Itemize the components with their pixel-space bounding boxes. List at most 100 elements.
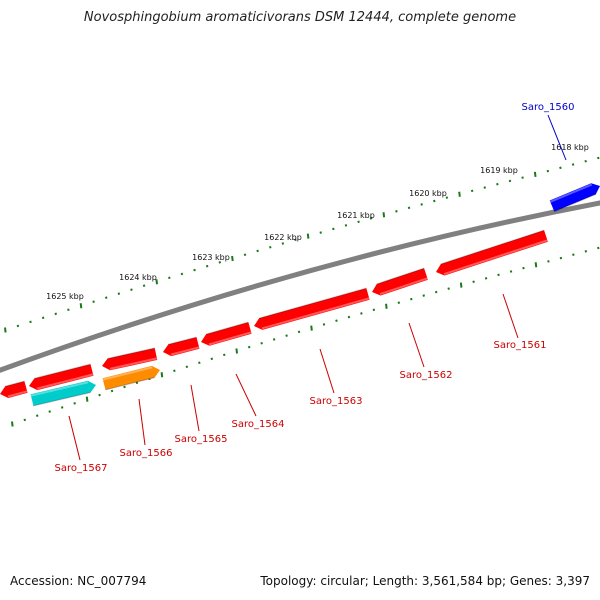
- inner-scale-minor-tick: [210, 357, 214, 361]
- gene-label-saro_1562[interactable]: Saro_1562: [400, 370, 453, 381]
- inner-scale-minor-tick: [247, 345, 251, 349]
- inner-scale-minor-tick: [48, 410, 51, 413]
- inner-scale-minor-tick: [522, 266, 525, 270]
- gene-label-saro_1567[interactable]: Saro_1567: [55, 463, 108, 474]
- gene-label-saro_1560[interactable]: Saro_1560: [522, 102, 575, 113]
- gene-label-saro_1563[interactable]: Saro_1563: [310, 396, 363, 407]
- gene-feature-saro_1560[interactable]: [549, 183, 600, 213]
- inner-scale-minor-tick: [185, 365, 189, 369]
- inner-scale-major-tick: [11, 421, 14, 427]
- gene-label-saro_1561[interactable]: Saro_1561: [494, 340, 547, 351]
- scale-label: 1620 kbp: [409, 189, 447, 198]
- outer-scale-minor-tick: [445, 196, 449, 199]
- outer-scale-minor-tick: [41, 316, 45, 320]
- leader-line: [408, 322, 425, 368]
- inner-scale-minor-tick: [23, 418, 27, 422]
- leader-line: [235, 373, 257, 417]
- outer-scale-track: [4, 156, 600, 333]
- outer-scale-minor-tick: [294, 238, 297, 242]
- outer-scale-minor-tick: [104, 296, 108, 299]
- outer-scale-minor-tick: [168, 276, 171, 280]
- scale-label: 1618 kbp: [551, 143, 589, 152]
- inner-scale-minor-tick: [484, 277, 488, 280]
- outer-scale-major-tick: [306, 233, 310, 239]
- inner-scale-major-tick: [459, 282, 463, 288]
- outer-scale-major-tick: [382, 212, 386, 218]
- outer-scale-minor-tick: [597, 156, 600, 160]
- gene-label-saro_1565[interactable]: Saro_1565: [175, 434, 228, 445]
- inner-scale-minor-tick: [597, 246, 600, 250]
- outer-scale-minor-tick: [521, 176, 524, 179]
- leader-line: [547, 114, 567, 161]
- gene-feature-unlabeled[interactable]: [29, 363, 94, 391]
- leader-line: [502, 293, 519, 339]
- inner-scale-major-tick: [385, 303, 388, 309]
- inner-scale-minor-tick: [559, 256, 563, 260]
- inner-scale-minor-tick: [35, 414, 39, 417]
- outer-scale-minor-tick: [559, 166, 562, 170]
- outer-scale-major-tick: [4, 327, 7, 333]
- inner-scale-minor-tick: [497, 273, 500, 277]
- outer-scale-minor-tick: [496, 182, 499, 186]
- gene-label-saro_1566[interactable]: Saro_1566: [120, 448, 173, 459]
- outer-scale-minor-tick: [546, 169, 550, 173]
- inner-scale-minor-tick: [98, 393, 101, 397]
- outer-scale-minor-tick: [281, 242, 285, 245]
- gene-feature-saro_1566[interactable]: [102, 365, 161, 391]
- outer-scale-minor-tick: [470, 189, 474, 193]
- inner-scale-major-tick: [85, 396, 89, 402]
- inner-scale-minor-tick: [60, 406, 64, 409]
- outer-scale-minor-tick: [130, 288, 133, 291]
- inner-scale-minor-tick: [584, 250, 588, 253]
- inner-scale-minor-tick: [547, 260, 550, 263]
- gene-feature-saro_1563[interactable]: [254, 287, 370, 330]
- inner-scale-track: [11, 246, 600, 427]
- outer-scale-minor-tick: [369, 216, 373, 220]
- gene-feature-saro_1562[interactable]: [372, 267, 428, 296]
- gene-feature-unlabeled[interactable]: [102, 347, 158, 371]
- leader-line: [68, 415, 81, 461]
- outer-scale-minor-tick: [117, 292, 121, 295]
- leader-line: [138, 398, 146, 446]
- inner-scale-minor-tick: [135, 381, 139, 385]
- outer-scale-minor-tick: [319, 231, 322, 234]
- outer-scale-minor-tick: [54, 312, 58, 316]
- inner-scale-minor-tick: [285, 334, 288, 337]
- inner-scale-minor-tick: [73, 402, 76, 405]
- outer-scale-minor-tick: [344, 224, 348, 227]
- outer-scale-minor-tick: [420, 203, 423, 206]
- outer-scale-minor-tick: [395, 210, 398, 213]
- gene-feature-saro_1567[interactable]: [30, 380, 97, 407]
- scale-label: 1621 kbp: [337, 211, 375, 220]
- topology-text: Topology: circular; Length: 3,561,584 bp…: [260, 574, 590, 588]
- scale-label: 1624 kbp: [119, 273, 157, 282]
- scale-labels: 1618 kbp 1619 kbp 1620 kbp 1621 kbp 1622 kbp…: [46, 143, 589, 301]
- gene-feature-unlabeled[interactable]: [0, 380, 28, 398]
- inner-scale-minor-tick: [335, 319, 338, 323]
- gene-feature-saro_1565[interactable]: [163, 336, 200, 357]
- inner-scale-minor-tick: [123, 385, 126, 389]
- outer-scale-major-tick: [533, 171, 537, 177]
- gene-feature-saro_1564[interactable]: [201, 321, 252, 346]
- outer-scale-minor-tick: [483, 186, 487, 189]
- inner-scale-minor-tick: [173, 369, 176, 373]
- inner-scale-minor-tick: [297, 330, 301, 334]
- gene-label-saro_1564[interactable]: Saro_1564: [232, 419, 285, 430]
- leader-line: [319, 348, 335, 394]
- scale-label: 1623 kbp: [192, 253, 230, 262]
- map-title: Novosphingobium aromaticivorans DSM 1244…: [83, 10, 517, 25]
- outer-scale-minor-tick: [508, 179, 512, 183]
- outer-scale-minor-tick: [433, 199, 436, 203]
- inner-scale-minor-tick: [260, 341, 263, 345]
- outer-scale-minor-tick: [142, 284, 146, 288]
- inner-scale-minor-tick: [422, 294, 426, 297]
- leader-line: [190, 384, 200, 432]
- outer-scale-minor-tick: [193, 268, 196, 272]
- gene-labels: Saro_1560 Saro_1561 Saro_1562 Saro_1563 Saro…: [55, 102, 575, 474]
- gene-feature-saro_1561[interactable]: [436, 229, 548, 276]
- inner-scale-minor-tick: [434, 290, 438, 294]
- outer-scale-minor-tick: [180, 272, 184, 276]
- inner-scale-major-tick: [160, 372, 164, 378]
- inner-scale-minor-tick: [198, 361, 201, 365]
- gene-features: [0, 183, 600, 407]
